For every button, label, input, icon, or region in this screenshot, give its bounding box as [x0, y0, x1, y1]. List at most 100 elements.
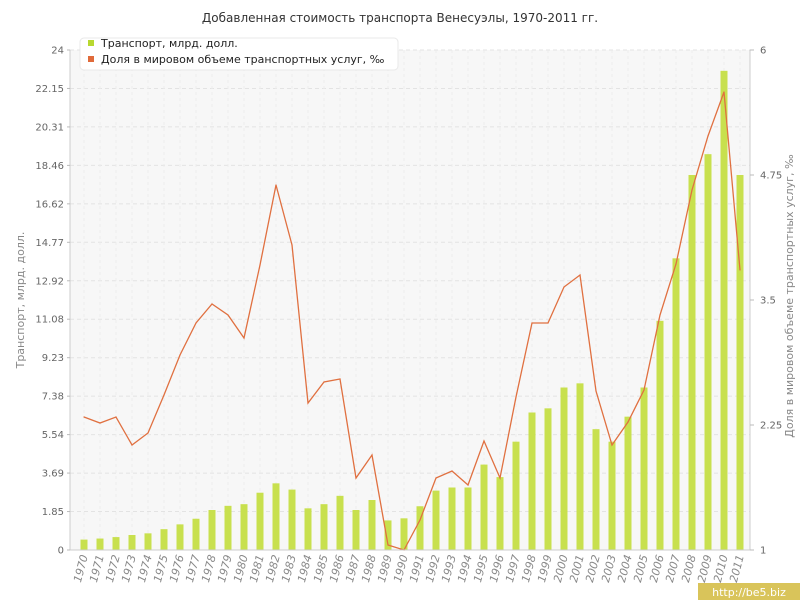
left-axis-ticks: 0 1.85 3.69 5.54 7.38 9.23 11.08 12.92 14.77 16.6… — [35, 46, 70, 557]
bar — [560, 387, 568, 550]
line-point — [243, 337, 245, 339]
y-left-tick-label: 14.77 — [35, 238, 64, 249]
line-point — [499, 477, 501, 479]
bar — [256, 492, 264, 550]
line-point — [131, 444, 133, 446]
line-point — [227, 314, 229, 316]
line-point — [339, 378, 341, 380]
line-point — [323, 381, 325, 383]
y-left-tick-label: 18.46 — [35, 161, 64, 172]
line-point — [579, 274, 581, 276]
line-point — [739, 269, 741, 271]
y-left-tick-label: 11.08 — [35, 315, 64, 326]
line-point — [675, 263, 677, 265]
line-point — [643, 389, 645, 391]
y-left-tick-label: 5.54 — [42, 430, 64, 441]
bar — [608, 441, 616, 550]
bar — [160, 529, 168, 550]
line-point — [691, 189, 693, 191]
y-left-tick-label: 12.92 — [35, 276, 64, 287]
bar — [128, 535, 136, 550]
line-point — [291, 244, 293, 246]
bar — [720, 70, 728, 550]
line-point — [163, 394, 165, 396]
legend-item-line-series[interactable]: Доля в мировом объеме транспортных услуг… — [101, 53, 385, 66]
y-left-tick-label: 3.69 — [42, 469, 64, 480]
line-point — [659, 314, 661, 316]
bar — [400, 518, 408, 550]
line-point — [419, 519, 421, 521]
bar — [192, 518, 200, 550]
chart-title: Добавленная стоимость транспорта Венесуэ… — [202, 11, 598, 25]
bar — [320, 504, 328, 550]
line-point — [547, 322, 549, 324]
y-left-tick-label: 20.31 — [35, 122, 64, 133]
bar — [384, 520, 392, 550]
bar — [672, 258, 680, 550]
bar — [352, 510, 360, 550]
legend-swatch-bar — [88, 40, 94, 46]
legend[interactable]: Транспорт, млрд. долл. Доля в мировом об… — [79, 37, 399, 71]
y-left-tick-label: 0 — [58, 546, 64, 557]
line-point — [467, 484, 469, 486]
bar — [272, 483, 280, 550]
watermark[interactable]: http://be5.biz — [698, 583, 800, 600]
line-point — [387, 544, 389, 546]
line-point — [195, 322, 197, 324]
line-point — [115, 416, 117, 418]
line-point — [723, 91, 725, 93]
bar — [704, 154, 712, 550]
y-right-tick-label: 1 — [760, 546, 766, 557]
bar — [208, 510, 216, 550]
bar — [336, 495, 344, 550]
y-left-tick-label: 24 — [51, 46, 64, 57]
legend-item-bar-series[interactable]: Транспорт, млрд. долл. — [100, 37, 238, 50]
legend-swatch-line — [88, 56, 94, 62]
line-point — [147, 432, 149, 434]
bar — [624, 416, 632, 550]
bar — [512, 441, 520, 550]
line-point — [435, 477, 437, 479]
bar — [80, 539, 88, 550]
watermark-background — [698, 583, 800, 600]
bar — [640, 387, 648, 550]
y-left-tick-label: 9.23 — [42, 353, 64, 364]
line-point — [83, 416, 85, 418]
bar — [448, 487, 456, 550]
y-left-tick-label: 22.15 — [35, 84, 64, 95]
legend-box — [79, 37, 399, 71]
right-axis-ticks: 1 2.25 3.5 4.75 6 — [750, 46, 782, 557]
y-right-tick-label: 4.75 — [760, 171, 782, 182]
y-right-tick-label: 3.5 — [760, 296, 776, 307]
line-point — [355, 477, 357, 479]
line-point — [515, 396, 517, 398]
bar — [544, 408, 552, 550]
bar — [464, 487, 472, 550]
line-point — [179, 354, 181, 356]
line-point — [707, 135, 709, 137]
y-right-tick-label: 2.25 — [760, 421, 782, 432]
line-point — [611, 444, 613, 446]
y-axis-left-title: Транспорт, млрд. долл. — [14, 232, 27, 370]
bar — [496, 477, 504, 550]
line-point — [627, 421, 629, 423]
y-left-tick-label: 1.85 — [42, 507, 64, 518]
bar — [176, 524, 184, 550]
bar — [224, 505, 232, 550]
bar — [368, 500, 376, 550]
line-point — [275, 184, 277, 186]
line-point — [451, 470, 453, 472]
bar — [656, 320, 664, 550]
watermark-link[interactable]: http://be5.biz — [712, 586, 786, 599]
line-point — [483, 440, 485, 442]
line-point — [99, 422, 101, 424]
y-axis-right-title: Доля в мировом объеме транспортных услуг… — [783, 154, 796, 438]
bar — [304, 508, 312, 550]
bar — [480, 464, 488, 550]
bar — [736, 175, 744, 550]
line-point — [531, 322, 533, 324]
bar-series — [80, 70, 744, 550]
bar — [576, 383, 584, 550]
series-line — [83, 91, 741, 551]
